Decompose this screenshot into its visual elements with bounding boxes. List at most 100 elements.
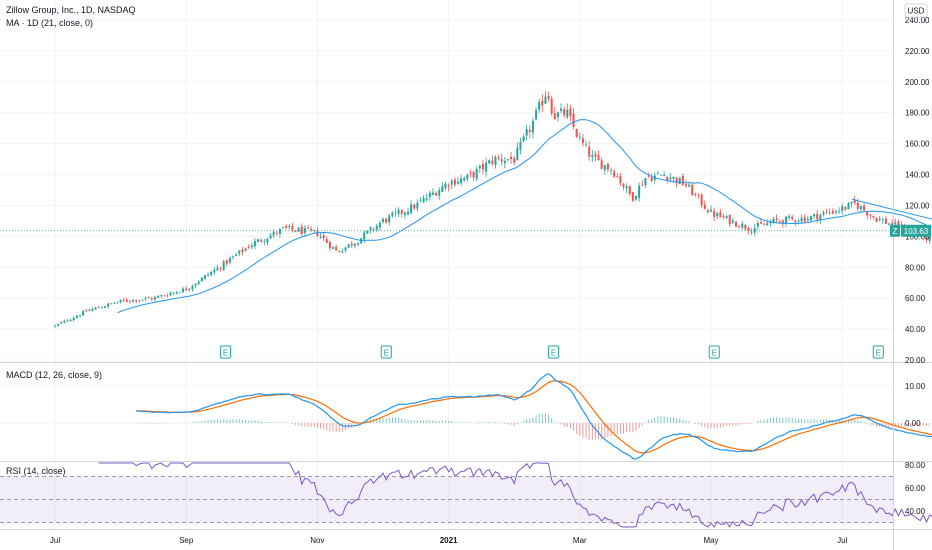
- price-axis-tick: 20.00: [905, 356, 926, 365]
- time-axis-tick: Sep: [179, 536, 194, 545]
- candle-body: [647, 176, 650, 178]
- candle-body: [406, 211, 410, 215]
- rsi-legend: RSI (14, close): [6, 466, 66, 476]
- candle-body: [400, 209, 403, 214]
- trendline: [851, 198, 932, 220]
- price-tag-value: 103.63: [904, 227, 929, 236]
- price-pane[interactable]: EEEEEE: [0, 90, 932, 359]
- price-axis-tick: 60.00: [905, 294, 926, 303]
- candle-body: [591, 155, 594, 158]
- candle-body: [738, 226, 741, 228]
- earnings-marker[interactable]: E: [548, 345, 560, 359]
- candle-body: [641, 184, 644, 186]
- candle-body: [813, 213, 816, 217]
- candle-body: [553, 113, 556, 120]
- candle-body: [784, 216, 787, 224]
- earnings-marker[interactable]: E: [220, 345, 232, 359]
- candle-body: [847, 202, 850, 210]
- rsi-pane[interactable]: [0, 462, 932, 528]
- candle-body: [228, 258, 231, 263]
- candle-body: [425, 198, 428, 200]
- candle-body: [163, 295, 166, 297]
- candle-body: [709, 209, 713, 212]
- currency-badge[interactable]: [904, 3, 928, 18]
- candle-body: [494, 156, 497, 166]
- macd-line: [136, 373, 932, 460]
- candle-body: [809, 216, 812, 221]
- candle-body: [307, 227, 310, 229]
- candle-body: [297, 228, 300, 232]
- candle-body: [388, 215, 391, 223]
- earnings-marker-box: [380, 345, 392, 359]
- candle-body: [463, 178, 466, 181]
- candle-body: [675, 177, 678, 184]
- macd-pane[interactable]: [135, 373, 932, 460]
- candle-body: [269, 235, 272, 239]
- candle-body: [344, 247, 347, 251]
- candle-body: [491, 160, 494, 164]
- candle-body: [122, 299, 125, 301]
- candle-body: [563, 109, 566, 116]
- candle-body: [525, 129, 528, 136]
- candle-body: [322, 235, 325, 239]
- candle-body: [197, 281, 200, 284]
- candle-body: [528, 130, 531, 132]
- earnings-marker-box: [708, 345, 720, 359]
- price-tag-symbol-bg: [890, 224, 900, 237]
- candle-body: [288, 225, 291, 228]
- candle-body: [160, 295, 163, 297]
- candle-body: [57, 323, 60, 326]
- time-axis-tick: Nov: [310, 536, 324, 545]
- candle-body: [700, 194, 703, 206]
- candle-body: [257, 239, 260, 243]
- candle-body: [566, 109, 569, 118]
- candle-body: [722, 216, 725, 218]
- earnings-marker[interactable]: E: [708, 345, 720, 359]
- candle-body: [353, 243, 356, 246]
- candle-body: [191, 286, 194, 290]
- price-axis-tick: 40.00: [905, 325, 926, 334]
- candle-body: [347, 244, 350, 248]
- candle-body: [841, 206, 844, 212]
- candle-body: [375, 225, 378, 230]
- candle-body: [303, 228, 306, 233]
- candle-body: [560, 108, 563, 111]
- candle-body: [781, 220, 784, 224]
- candle-body: [716, 212, 719, 217]
- candle-body: [703, 204, 706, 209]
- candle-body: [450, 180, 453, 185]
- earnings-marker[interactable]: E: [872, 345, 884, 359]
- candle-body: [578, 137, 581, 139]
- candle-body: [797, 221, 800, 223]
- earnings-marker[interactable]: E: [380, 345, 392, 359]
- candle-body: [519, 141, 522, 150]
- candle-body: [263, 241, 266, 243]
- candle-body: [688, 184, 691, 187]
- candle-body: [497, 157, 500, 159]
- candle-body: [731, 220, 734, 223]
- candle-body: [238, 250, 241, 254]
- candle-body: [141, 299, 144, 301]
- candle-body: [278, 228, 281, 234]
- candle-body: [444, 183, 447, 189]
- candle-body: [97, 306, 100, 308]
- candle-body: [556, 112, 559, 118]
- candle-body: [75, 315, 78, 319]
- candle-body: [481, 163, 484, 170]
- candle-body: [734, 221, 738, 227]
- candle-body: [132, 299, 135, 302]
- candle-body: [541, 100, 544, 106]
- candle-body: [138, 300, 141, 302]
- rsi-axis-tick: 40.00: [905, 507, 926, 516]
- candle-body: [610, 170, 613, 172]
- candle-body: [272, 231, 275, 236]
- price-axis-tick: 240.00: [905, 16, 930, 25]
- candle-body: [203, 275, 206, 279]
- candle-body: [863, 205, 866, 211]
- candle-body: [185, 288, 188, 291]
- candle-body: [166, 295, 169, 297]
- candle-body: [878, 218, 881, 221]
